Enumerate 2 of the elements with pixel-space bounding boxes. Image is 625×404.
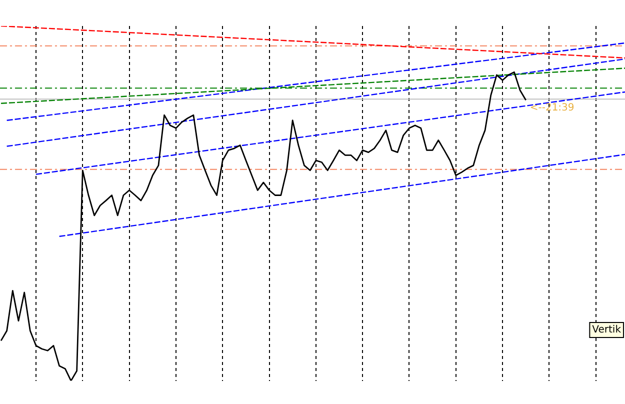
- annotation: Vertik: [592, 324, 622, 336]
- annotation: <--21:39: [530, 102, 574, 114]
